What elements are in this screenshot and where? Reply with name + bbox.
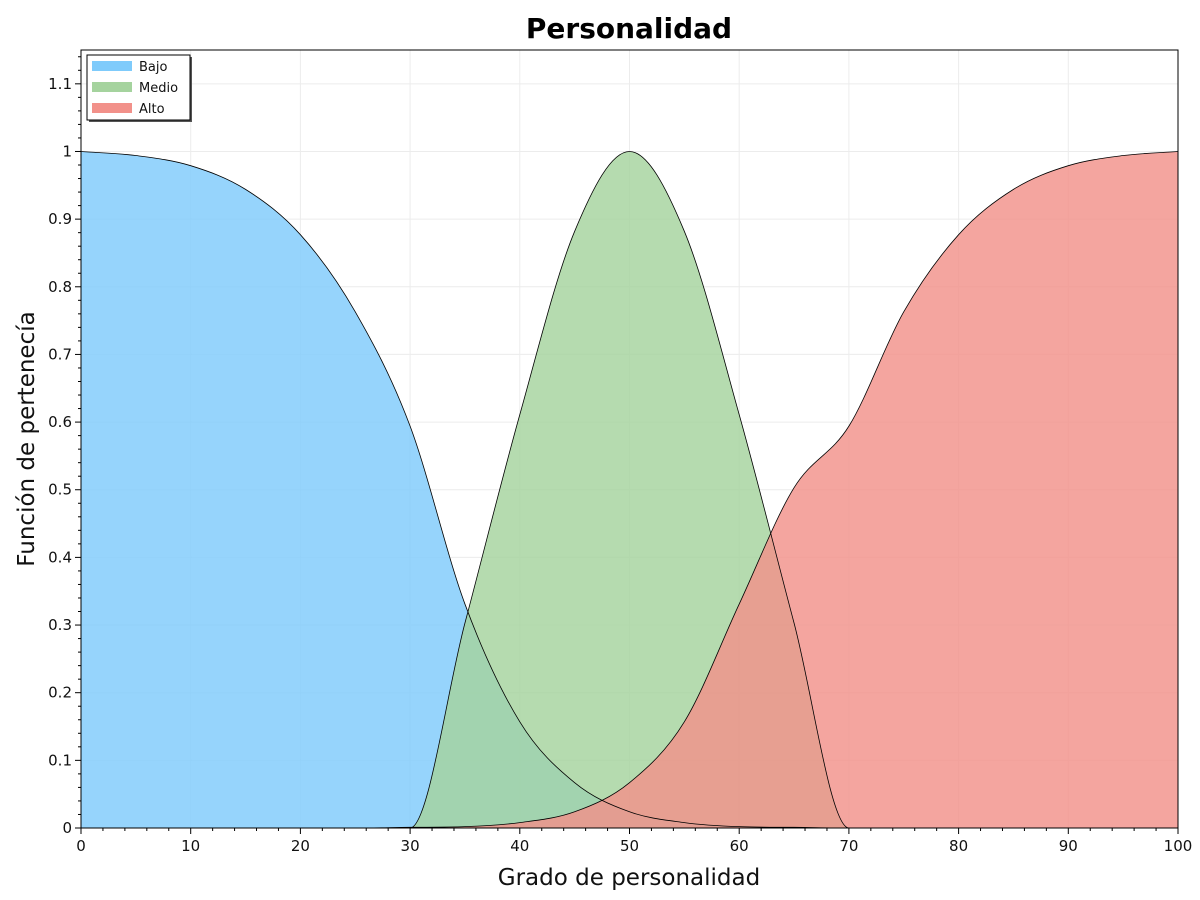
x-axis: 0 10 20 30 40 50 60 70 80 90 100 xyxy=(76,828,1192,855)
y-tick-label: 0 xyxy=(62,819,72,837)
x-tick-label: 60 xyxy=(730,837,749,855)
x-tick-label: 50 xyxy=(620,837,639,855)
y-tick-label: 1.1 xyxy=(48,75,72,93)
legend-label-bajo: Bajo xyxy=(139,60,167,75)
x-tick-label: 20 xyxy=(291,837,310,855)
legend-label-medio: Medio xyxy=(139,81,178,96)
y-tick-label: 0.5 xyxy=(48,481,72,499)
legend-label-alto: Alto xyxy=(139,102,165,117)
series-area-bajo xyxy=(81,151,1178,828)
y-axis-label: Función de pertenecía xyxy=(14,311,40,566)
y-tick-label: 0.2 xyxy=(48,684,72,702)
x-tick-label: 40 xyxy=(510,837,529,855)
chart-title: Personalidad xyxy=(526,12,732,45)
x-axis-label: Grado de personalidad xyxy=(498,865,760,891)
legend-swatch-bajo xyxy=(92,61,132,71)
legend-swatch-medio xyxy=(92,82,132,92)
y-tick-label: 0.8 xyxy=(48,278,72,296)
series-layer xyxy=(80,151,1179,829)
y-tick-label: 1 xyxy=(62,142,72,160)
x-tick-label: 80 xyxy=(949,837,968,855)
x-tick-label: 10 xyxy=(181,837,200,855)
legend: Bajo Medio Alto xyxy=(86,54,192,122)
y-tick-label: 0.6 xyxy=(48,413,72,431)
x-tick-label: 0 xyxy=(76,837,86,855)
y-tick-label: 0.4 xyxy=(48,548,72,566)
x-tick-label: 70 xyxy=(839,837,858,855)
y-tick-label: 0.1 xyxy=(48,751,72,769)
y-tick-label: 0.3 xyxy=(48,616,72,634)
x-tick-label: 100 xyxy=(1164,837,1193,855)
legend-swatch-alto xyxy=(92,103,132,113)
x-tick-label: 30 xyxy=(401,837,420,855)
series-area-medio xyxy=(81,151,1178,828)
y-axis: 0 0.1 0.2 0.3 0.4 0.5 0.6 0.7 0.8 0.9 1 1.1 xyxy=(48,56,81,837)
y-tick-label: 0.7 xyxy=(48,345,72,363)
x-tick-label: 90 xyxy=(1059,837,1078,855)
series-area-alto xyxy=(81,151,1178,828)
y-tick-label: 0.9 xyxy=(48,210,72,228)
